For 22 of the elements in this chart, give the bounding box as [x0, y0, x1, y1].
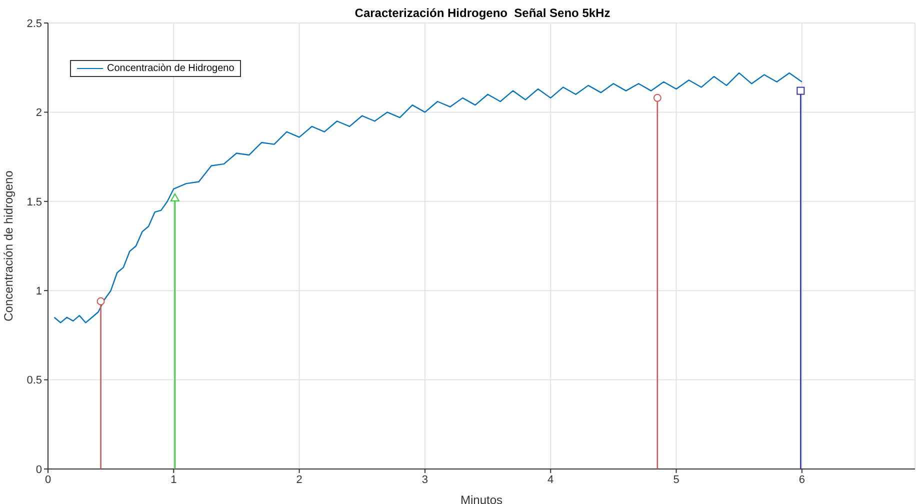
point [170, 193, 180, 202]
y-axis-title: Concentración de hidrogeno [1, 170, 16, 322]
y-tick-label: 2.5 [26, 18, 42, 30]
chart-title: Caracterización Hidrogeno Señal Seno 5kHz [354, 6, 612, 20]
x-tick-label: 5 [673, 474, 680, 486]
x-tick-label: 3 [422, 474, 428, 486]
y-tick-label: 2 [36, 107, 42, 120]
x-tick-label: 4 [548, 474, 554, 486]
x-tick-label: 0 [44, 474, 52, 486]
line-series [54, 72, 803, 324]
x-axis-title: Minutos [460, 493, 503, 504]
point [796, 86, 805, 95]
x-tick-label: 1 [170, 474, 177, 486]
y-tick-label: 1.5 [26, 196, 42, 208]
y-tick-label: 0.5 [26, 374, 42, 387]
point [653, 94, 662, 102]
y-tick-label: 1 [36, 286, 42, 298]
x-tick-label: 2 [296, 474, 302, 486]
legend-label: Concentraciòn de Hidrogeno [107, 63, 234, 74]
point [96, 297, 105, 306]
x-tick-label: 6 [798, 474, 805, 486]
y-tick-label: 0 [36, 464, 42, 476]
